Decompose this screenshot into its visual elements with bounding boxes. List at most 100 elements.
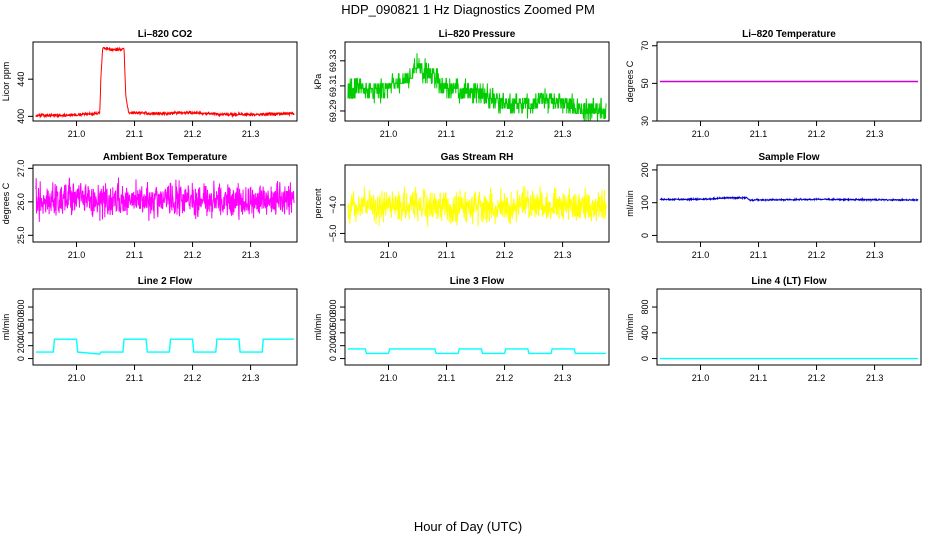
x-tick-label: 21.2	[184, 373, 202, 383]
y-tick-label: 200	[16, 338, 26, 353]
series-line	[35, 177, 295, 222]
x-tick-label: 21.0	[380, 129, 398, 139]
x-tick-label: 21.3	[242, 250, 260, 260]
x-tick-label: 21.3	[242, 129, 260, 139]
series-line	[347, 348, 607, 355]
panel-title: Line 2 Flow	[138, 276, 193, 287]
x-tick-label: 21.2	[184, 129, 202, 139]
y-tick-label: 27.0	[16, 160, 26, 178]
panel-title: Line 3 Flow	[450, 276, 505, 287]
y-tick-label: −4.0	[328, 196, 338, 214]
series-line	[659, 195, 919, 203]
y-tick-label: 69.29	[328, 100, 338, 123]
x-tick-label: 21.0	[380, 250, 398, 260]
figure-title: HDP_090821 1 Hz Diagnostics Zoomed PM	[341, 2, 595, 17]
x-tick-label: 21.2	[808, 129, 826, 139]
y-tick-label: 800	[640, 300, 650, 315]
series-line	[347, 186, 607, 227]
y-tick-label: 50	[640, 78, 650, 88]
y-tick-label: 69.31	[328, 75, 338, 98]
x-tick-label: 21.2	[496, 250, 514, 260]
y-tick-label: 200	[640, 162, 650, 177]
y-tick-label: 600	[328, 312, 338, 327]
plot-frame	[656, 164, 922, 243]
series-line	[35, 338, 295, 355]
y-axis-label: Licor ppm	[1, 62, 11, 102]
y-tick-label: 400	[16, 109, 26, 124]
panel-line3-flow: Line 3 Flow ml/min 21.0 21.1 21.2 21.3 0 200400…	[313, 276, 610, 383]
panel-gas-rh: Gas Stream RH percent 21.0 21.1 21.2 21.3 −5.0…	[313, 152, 610, 260]
plot-frame	[656, 41, 922, 122]
plot-frame	[344, 164, 610, 243]
y-tick-label: 800	[16, 300, 26, 315]
y-axis-label: percent	[313, 188, 323, 219]
x-tick-label: 21.1	[438, 250, 456, 260]
y-axis-label: degrees C	[1, 182, 11, 224]
panel-title: Line 4 (LT) Flow	[751, 276, 827, 287]
plot-frame	[32, 164, 298, 243]
panel-title: Gas Stream RH	[441, 152, 514, 163]
y-tick-label: 200	[328, 338, 338, 353]
plot-frame	[32, 288, 298, 366]
panel-sample-flow: Sample Flow ml/min 21.0 21.1 21.2 21.3 0 100 200	[625, 152, 922, 260]
panel-title: Li–820 Pressure	[439, 29, 516, 40]
y-tick-label: 600	[16, 312, 26, 327]
plot-frame	[32, 41, 298, 122]
plot-frame	[656, 288, 922, 366]
y-tick-label: 400	[640, 325, 650, 340]
y-axis-label: kPa	[313, 74, 323, 90]
x-tick-label: 21.3	[554, 129, 572, 139]
series-line	[347, 53, 607, 122]
x-tick-label: 21.0	[380, 373, 398, 383]
panel-line4-flow: Line 4 (LT) Flow ml/min 21.0 21.1 21.2 21.3 0 4…	[625, 276, 922, 383]
x-tick-label: 21.2	[808, 250, 826, 260]
x-tick-label: 21.2	[496, 129, 514, 139]
y-axis-label: ml/min	[625, 190, 635, 217]
x-tick-label: 21.2	[808, 373, 826, 383]
x-tick-label: 21.1	[750, 129, 768, 139]
y-tick-label: 100	[640, 195, 650, 210]
y-tick-label: 400	[16, 325, 26, 340]
y-tick-label: 800	[328, 300, 338, 315]
x-tick-label: 21.3	[554, 250, 572, 260]
panel-title: Li–820 CO2	[138, 29, 193, 40]
x-tick-label: 21.3	[866, 373, 884, 383]
y-tick-label: 26.0	[16, 193, 26, 211]
y-axis-label: ml/min	[625, 314, 635, 341]
x-tick-label: 21.1	[438, 129, 456, 139]
y-tick-label: 0	[328, 356, 338, 361]
x-tick-label: 21.1	[126, 250, 144, 260]
y-tick-label: 69.33	[328, 50, 338, 73]
panel-co2: Li–820 CO2 Licor ppm 21.0 21.1 21.2 21.3 400 44…	[1, 29, 298, 139]
y-tick-label: 25.0	[16, 227, 26, 245]
plot-frame	[344, 288, 610, 366]
x-tick-label: 21.3	[866, 129, 884, 139]
x-tick-label: 21.0	[68, 129, 86, 139]
y-axis-label: ml/min	[313, 314, 323, 341]
x-tick-label: 21.3	[242, 373, 260, 383]
x-tick-label: 21.1	[750, 373, 768, 383]
x-tick-label: 21.0	[692, 250, 710, 260]
panel-ambient-temp: Ambient Box Temperature degrees C 21.0 21.1…	[1, 152, 298, 260]
y-tick-label: 0	[640, 233, 650, 238]
y-axis-label: ml/min	[1, 314, 11, 341]
panel-licor-temp: Li–820 Temperature degrees C 21.0 21.1 21.2 2…	[625, 29, 922, 139]
x-tick-label: 21.0	[692, 129, 710, 139]
y-tick-label: 70	[640, 41, 650, 51]
y-tick-label: −5.0	[328, 225, 338, 243]
y-tick-label: 400	[328, 325, 338, 340]
panel-pressure: Li–820 Pressure kPa 21.0 21.1 21.2 21.3 69.29 6…	[313, 29, 610, 139]
x-tick-label: 21.1	[438, 373, 456, 383]
series-line	[35, 46, 295, 119]
x-tick-label: 21.0	[68, 250, 86, 260]
y-tick-label: 440	[16, 72, 26, 87]
panel-title: Sample Flow	[758, 152, 819, 163]
figure-x-label: Hour of Day (UTC)	[414, 519, 522, 534]
x-tick-label: 21.1	[126, 373, 144, 383]
x-tick-label: 21.2	[496, 373, 514, 383]
x-tick-label: 21.1	[750, 250, 768, 260]
y-axis-label: degrees C	[625, 60, 635, 102]
panel-line2-flow: Line 2 Flow ml/min 21.0 21.1 21.2 21.3 0 200400…	[1, 276, 298, 383]
y-tick-label: 30	[640, 116, 650, 126]
